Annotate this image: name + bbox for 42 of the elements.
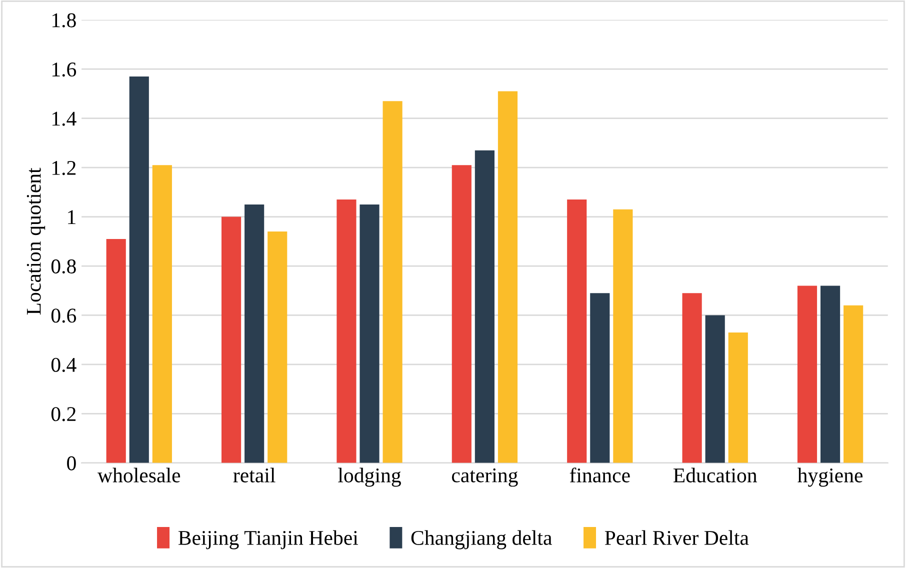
y-tick-label: 1.2 [52, 160, 76, 176]
y-tick-label: 0.6 [51, 308, 76, 323]
x-tick-label: wholesale [98, 468, 180, 482]
y-tick-label: 0.4 [51, 358, 76, 372]
x-tick-label: Education [673, 468, 758, 482]
y-tick-label: 1 [68, 210, 76, 224]
bar [106, 238, 126, 463]
x-tick-label: lodging [338, 468, 401, 487]
x-tick-label: retail [233, 468, 276, 482]
bar [682, 293, 702, 463]
legend-label: Pearl River Delta [604, 530, 749, 545]
y-tick-label: 0 [67, 456, 76, 470]
x-tick-label: hygiene [798, 468, 863, 487]
bar [820, 286, 840, 463]
y-tick-label: 1.4 [52, 112, 76, 126]
legend-label: Beijing Tianjin Hebei [178, 530, 358, 550]
bar [613, 209, 633, 463]
bar [474, 150, 494, 463]
bar [844, 305, 864, 463]
bar [244, 204, 264, 463]
y-tick-label: 0.8 [51, 259, 76, 274]
bar [452, 165, 472, 463]
bar [590, 293, 610, 463]
bar [222, 216, 242, 463]
bar [498, 91, 518, 463]
y-tick-label: 1.8 [52, 13, 76, 28]
y-tick-label: 0.2 [51, 407, 76, 422]
legend-label: Changjiang delta [411, 530, 552, 550]
bar [797, 286, 818, 463]
bar [567, 200, 587, 463]
bar [382, 101, 402, 463]
bar [268, 232, 288, 463]
bar [336, 200, 356, 463]
x-tick-label: finance [570, 468, 630, 482]
bar [152, 165, 172, 463]
bar [728, 332, 748, 463]
y-tick-label: 1.6 [52, 62, 76, 77]
x-tick-label: catering [452, 468, 518, 487]
bar [360, 204, 380, 463]
y-axis-title: Location quotient [26, 168, 46, 315]
bar [129, 76, 149, 463]
bar [705, 315, 725, 463]
